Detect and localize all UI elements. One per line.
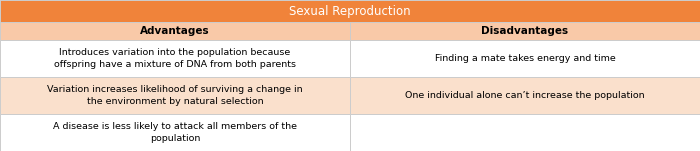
Text: Variation increases likelihood of surviving a change in
the environment by natur: Variation increases likelihood of surviv… (47, 85, 303, 106)
Bar (0, 40, 350, 77)
Bar (350, 22, 700, 40)
Bar (350, 77, 700, 114)
Bar (0, 22, 350, 40)
Text: Disadvantages: Disadvantages (482, 26, 568, 36)
Text: Finding a mate takes energy and time: Finding a mate takes energy and time (435, 54, 615, 63)
Bar (350, 40, 700, 77)
Text: Advantages: Advantages (140, 26, 210, 36)
Text: Sexual Reproduction: Sexual Reproduction (289, 5, 411, 18)
Bar (0, 77, 350, 114)
Text: One individual alone can’t increase the population: One individual alone can’t increase the … (405, 91, 645, 100)
Text: A disease is less likely to attack all members of the
population: A disease is less likely to attack all m… (53, 122, 297, 143)
Bar (350, 114, 700, 151)
Bar (0, 114, 350, 151)
Bar (0, 0, 700, 22)
Text: Introduces variation into the population because
offspring have a mixture of DNA: Introduces variation into the population… (54, 48, 296, 69)
